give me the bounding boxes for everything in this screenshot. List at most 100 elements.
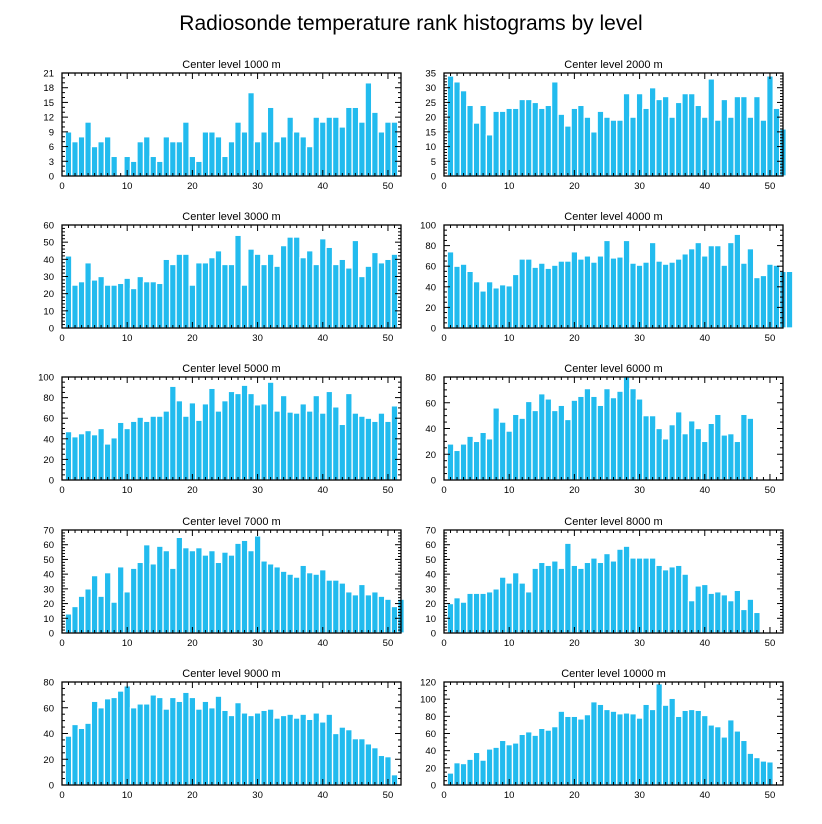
- histogram-bar: [681, 432, 690, 481]
- histogram-bar: [142, 703, 151, 786]
- x-tick-label: 20: [187, 790, 198, 801]
- histogram-bar: [194, 262, 203, 329]
- histogram-bar: [590, 557, 598, 634]
- histogram-bar: [518, 98, 527, 177]
- histogram-bar: [570, 564, 579, 634]
- x-tick-label: 20: [569, 485, 580, 496]
- histogram-bar: [674, 258, 683, 329]
- histogram-bar: [583, 387, 592, 481]
- histogram-bar: [668, 566, 677, 634]
- y-tick-label: 9: [49, 127, 54, 138]
- histogram-bar: [208, 387, 216, 481]
- panel-title: Center level 7000 m: [182, 516, 280, 528]
- histogram-bar: [550, 560, 559, 634]
- histogram-bar: [557, 260, 566, 329]
- histogram-bar: [518, 582, 527, 634]
- x-tick-label: 0: [441, 790, 446, 801]
- histogram-bar: [479, 759, 488, 786]
- x-tick-label: 10: [122, 181, 133, 192]
- histogram-bar: [446, 443, 455, 481]
- histogram-bar: [181, 691, 190, 786]
- histogram-bar: [234, 121, 242, 177]
- histogram-bar: [590, 701, 598, 786]
- histogram-bar: [531, 567, 540, 634]
- histogram-bar: [247, 714, 255, 786]
- x-tick-label: 40: [317, 485, 328, 496]
- histogram-bar: [531, 101, 540, 177]
- histogram-bar: [312, 712, 321, 786]
- histogram-bar: [544, 729, 553, 786]
- histogram-bar: [603, 708, 611, 786]
- histogram-bar: [194, 419, 203, 481]
- y-tick-label: 20: [425, 303, 436, 314]
- histogram-bar: [110, 437, 119, 481]
- histogram-bar: [201, 700, 210, 786]
- histogram-bar: [168, 696, 177, 786]
- histogram-bar: [64, 131, 73, 177]
- x-tick-label: 20: [569, 638, 580, 649]
- histogram-bar: [766, 263, 774, 329]
- histogram-bar: [240, 284, 249, 329]
- histogram-bar: [364, 594, 373, 634]
- histogram-bar: [498, 739, 507, 786]
- histogram-bar: [446, 251, 455, 329]
- histogram-bar: [116, 421, 125, 481]
- y-tick-label: 5: [431, 157, 436, 168]
- y-tick-label: 0: [49, 172, 54, 183]
- histogram-bar: [247, 549, 255, 634]
- x-tick-label: 50: [383, 181, 394, 192]
- histogram-bar: [472, 592, 481, 634]
- histogram-bar: [642, 557, 651, 634]
- y-tick-label: 0: [431, 629, 436, 640]
- histogram-bar: [557, 567, 566, 634]
- histogram-bar: [338, 126, 347, 177]
- x-tick-label: 30: [252, 181, 263, 192]
- histogram-bar: [739, 413, 748, 481]
- histogram-bar: [273, 717, 282, 786]
- histogram-bar: [563, 715, 572, 786]
- histogram-bar: [459, 601, 468, 634]
- histogram-bar: [260, 263, 269, 329]
- histogram-bar: [247, 248, 255, 329]
- histogram-bar: [260, 709, 269, 786]
- histogram-bar: [518, 258, 527, 329]
- histogram-bar: [550, 81, 559, 177]
- y-tick-label: 20: [43, 599, 54, 610]
- histogram-bar: [733, 233, 742, 329]
- histogram-bar: [312, 573, 321, 634]
- histogram-bar: [616, 713, 624, 786]
- x-tick-label: 30: [634, 638, 645, 649]
- histogram-bar: [505, 285, 514, 329]
- histogram-bar: [694, 427, 703, 481]
- histogram-bar: [325, 246, 334, 329]
- histogram-bar: [123, 427, 132, 481]
- y-tick-label: 20: [425, 450, 436, 461]
- histogram-bar: [292, 131, 301, 177]
- histogram-bar: [622, 376, 631, 481]
- histogram-bar: [746, 598, 755, 634]
- histogram-bar: [746, 116, 755, 177]
- histogram-bar: [240, 384, 249, 481]
- histogram-bar: [492, 110, 501, 177]
- histogram-bar: [629, 262, 637, 329]
- histogram-bar: [466, 104, 474, 177]
- histogram-bar: [759, 760, 768, 786]
- histogram-bar: [609, 257, 618, 329]
- histogram-bar: [325, 390, 334, 481]
- histogram-bar: [661, 569, 670, 634]
- x-tick-label: 10: [122, 333, 133, 344]
- histogram-bar: [459, 443, 468, 481]
- y-tick-label: 100: [420, 221, 436, 232]
- y-tick-label: 0: [49, 476, 54, 487]
- histogram-bar: [299, 564, 308, 634]
- panel-title: Center level 3000 m: [182, 211, 280, 223]
- x-tick-label: 40: [317, 790, 328, 801]
- histogram-bar: [168, 263, 177, 329]
- histogram-bar: [498, 284, 507, 329]
- histogram-bar: [550, 725, 559, 786]
- histogram-bar: [668, 116, 677, 177]
- histogram-bar: [318, 569, 327, 634]
- histogram-bar: [103, 572, 112, 634]
- x-tick-label: 50: [765, 485, 776, 496]
